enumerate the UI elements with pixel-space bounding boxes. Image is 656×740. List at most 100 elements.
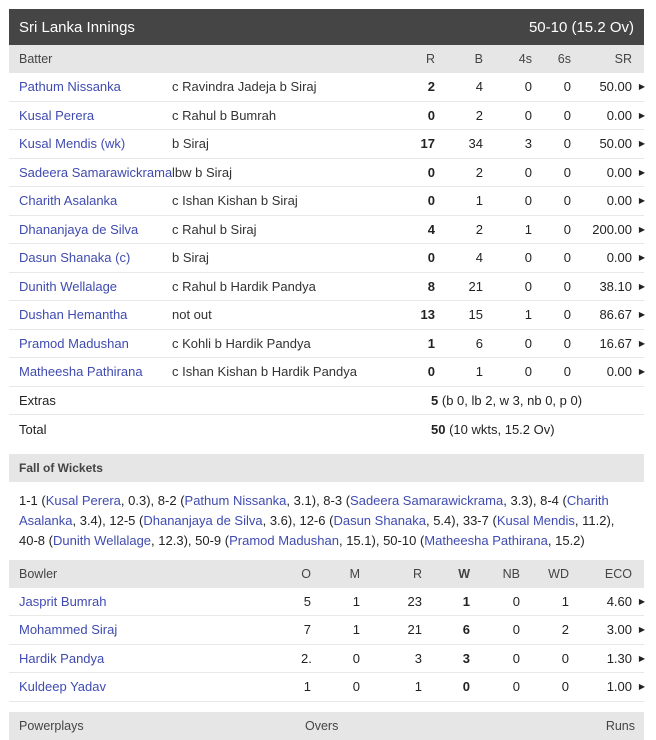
fow-batter-link[interactable]: Kusal Mendis bbox=[496, 512, 575, 528]
bowler-name-link[interactable]: Kuldeep Yadav bbox=[19, 679, 106, 695]
batter-balls: 15 bbox=[468, 307, 483, 323]
batter-name-link[interactable]: Pathum Nissanka bbox=[19, 79, 121, 95]
bowler-wd: 0 bbox=[561, 679, 569, 695]
batter-name-link[interactable]: Charith Asalanka bbox=[19, 193, 118, 209]
batter-col-header: Batter bbox=[19, 52, 53, 66]
bowler-wd: 1 bbox=[561, 593, 569, 609]
expand-arrow-icon[interactable]: ▶ bbox=[638, 596, 645, 606]
fow-over: 0.3 bbox=[128, 492, 147, 508]
expand-arrow-icon[interactable]: ▶ bbox=[638, 253, 645, 263]
fow-score: 33-7 bbox=[462, 512, 489, 528]
bowler-eco: 4.60 bbox=[606, 593, 632, 609]
batter-sixes: 0 bbox=[563, 193, 571, 209]
batter-name-link[interactable]: Pramod Madushan bbox=[19, 335, 129, 351]
bowler-r: 23 bbox=[407, 593, 422, 609]
batter-balls: 4 bbox=[475, 250, 483, 266]
fow-over: 3.3 bbox=[510, 492, 529, 508]
dismissal: c Rahul b Hardik Pandya bbox=[172, 278, 316, 294]
expand-arrow-icon[interactable]: ▶ bbox=[638, 167, 645, 177]
expand-arrow-icon[interactable]: ▶ bbox=[638, 110, 645, 120]
bowler-o: 7 bbox=[303, 622, 311, 638]
batter-name-link[interactable]: Matheesha Pathirana bbox=[19, 364, 143, 380]
batter-name-link[interactable]: Dunith Wellalage bbox=[19, 278, 118, 294]
bowler-name-link[interactable]: Jasprit Bumrah bbox=[19, 593, 107, 609]
expand-arrow-icon[interactable]: ▶ bbox=[638, 310, 645, 320]
innings-header[interactable]: Sri Lanka Innings 50-10 (15.2 Ov) bbox=[9, 9, 644, 45]
fow-over: 3.6 bbox=[269, 512, 288, 528]
bowler-r: 3 bbox=[414, 650, 422, 666]
bowler-m: 1 bbox=[352, 622, 360, 638]
batter-runs: 0 bbox=[427, 164, 435, 180]
total-label: Total bbox=[19, 421, 47, 437]
batter-strike-rate: 38.10 bbox=[599, 278, 632, 294]
bowler-w: 6 bbox=[462, 622, 470, 638]
batter-name-link[interactable]: Kusal Perera bbox=[19, 107, 95, 123]
bowler-row: Jasprit Bumrah 5 1 23 1 0 1 4.60 ▶ bbox=[9, 588, 645, 616]
batter-fours: 0 bbox=[524, 193, 532, 209]
fow-batter-link[interactable]: Dasun Shanaka bbox=[333, 512, 426, 528]
bowler-m: 0 bbox=[352, 650, 360, 666]
batter-name-link[interactable]: Dasun Shanaka (c) bbox=[19, 250, 131, 266]
expand-arrow-icon[interactable]: ▶ bbox=[638, 367, 645, 377]
fow-score: 12-5 bbox=[109, 512, 136, 528]
batter-sixes: 0 bbox=[563, 221, 571, 237]
bowler-nb: 0 bbox=[512, 679, 520, 695]
expand-arrow-icon[interactable]: ▶ bbox=[638, 653, 645, 663]
batter-name-link[interactable]: Dhananjaya de Silva bbox=[19, 221, 139, 237]
bowler-m: 1 bbox=[352, 593, 360, 609]
batter-fours: 0 bbox=[524, 364, 532, 380]
overs-col-header: O bbox=[301, 566, 311, 581]
bowler-name-link[interactable]: Mohammed Siraj bbox=[19, 622, 118, 638]
batter-strike-rate: 200.00 bbox=[592, 221, 632, 237]
fow-batter-link[interactable]: Pathum Nissanka bbox=[184, 492, 287, 508]
bowler-w: 1 bbox=[462, 593, 470, 609]
batter-name-link[interactable]: Kusal Mendis (wk) bbox=[19, 136, 126, 152]
dismissal: c Rahul b Bumrah bbox=[172, 107, 277, 123]
bowler-name-link[interactable]: Hardik Pandya bbox=[19, 650, 105, 666]
fow-score: 50-10 bbox=[383, 532, 417, 548]
batter-sixes: 0 bbox=[563, 250, 571, 266]
bowler-eco: 1.30 bbox=[606, 650, 632, 666]
fow-batter-link[interactable]: Matheesha Pathirana bbox=[424, 532, 548, 548]
bowler-nb: 0 bbox=[512, 622, 520, 638]
fow-batter-link[interactable]: Sadeera Samarawickrama bbox=[350, 492, 504, 508]
batter-strike-rate: 0.00 bbox=[606, 364, 632, 380]
fow-batter-link[interactable]: Dhananjaya de Silva bbox=[143, 512, 263, 528]
batter-row: Matheesha Pathirana c Ishan Kishan b Hard… bbox=[9, 358, 645, 387]
batter-sixes: 0 bbox=[563, 307, 571, 323]
batter-fours: 0 bbox=[524, 335, 532, 351]
batter-fours: 0 bbox=[524, 79, 532, 95]
batter-runs: 0 bbox=[427, 193, 435, 209]
wd-col-header: WD bbox=[548, 566, 569, 581]
batter-row: Dhananjaya de Silva c Rahul b Siraj 4 2 1 0 20… bbox=[9, 216, 645, 244]
expand-arrow-icon[interactable]: ▶ bbox=[638, 625, 645, 635]
batter-sixes: 0 bbox=[563, 335, 571, 351]
batter-runs: 8 bbox=[427, 278, 435, 294]
fow-over: 3.4 bbox=[79, 512, 98, 528]
fow-score: 12-6 bbox=[299, 512, 326, 528]
fow-over: 15.1 bbox=[346, 532, 372, 548]
expand-arrow-icon[interactable]: ▶ bbox=[638, 139, 645, 149]
fow-batter-link[interactable]: Pramod Madushan bbox=[229, 532, 339, 548]
fow-batter-link[interactable]: Charith Asalanka bbox=[19, 492, 609, 528]
expand-arrow-icon[interactable]: ▶ bbox=[638, 82, 645, 92]
bowler-m: 0 bbox=[352, 679, 360, 695]
fow-score: 8-4 bbox=[540, 492, 559, 508]
batter-name-link[interactable]: Sadeera Samarawickrama bbox=[19, 164, 172, 180]
expand-arrow-icon[interactable]: ▶ bbox=[638, 196, 645, 206]
batter-strike-rate: 0.00 bbox=[606, 250, 632, 266]
batter-runs: 0 bbox=[427, 107, 435, 123]
batter-row: Dasun Shanaka (c) b Siraj 0 4 0 0 0.00 ▶ bbox=[9, 244, 645, 273]
expand-arrow-icon[interactable]: ▶ bbox=[638, 682, 645, 692]
expand-arrow-icon[interactable]: ▶ bbox=[638, 224, 645, 234]
fow-batter-link[interactable]: Dunith Wellalage bbox=[52, 532, 152, 548]
innings-title: Sri Lanka Innings bbox=[19, 18, 135, 36]
bowler-nb: 0 bbox=[512, 593, 520, 609]
fow-over: 11.2 bbox=[582, 512, 607, 528]
batter-name-link[interactable]: Dushan Hemantha bbox=[19, 307, 128, 323]
expand-arrow-icon[interactable]: ▶ bbox=[638, 338, 645, 348]
expand-arrow-icon[interactable]: ▶ bbox=[638, 281, 645, 291]
innings-score: 50-10 (15.2 Ov) bbox=[528, 18, 634, 36]
batter-fours: 0 bbox=[524, 164, 532, 180]
fow-batter-link[interactable]: Kusal Perera bbox=[45, 492, 121, 508]
